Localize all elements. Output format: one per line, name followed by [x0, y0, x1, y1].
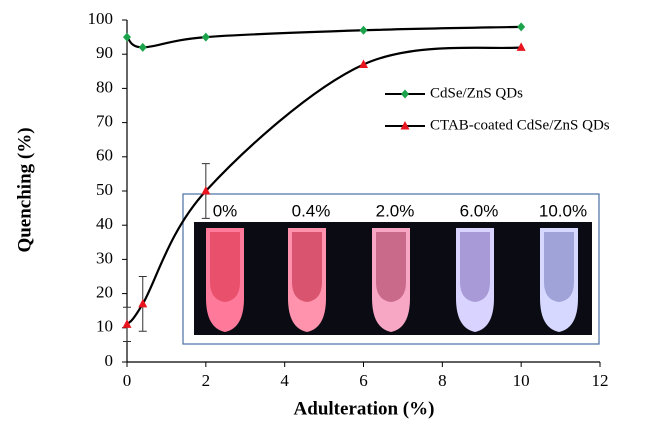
- x-axis-label: Adulteration (%): [294, 398, 435, 419]
- inset-label: 2.0%: [376, 201, 415, 220]
- marker: [201, 186, 211, 195]
- y-tick-label: 90: [96, 43, 113, 62]
- y-tick-label: 0: [105, 351, 114, 370]
- y-tick-label: 100: [88, 9, 114, 28]
- marker: [359, 59, 368, 68]
- marker: [138, 42, 147, 52]
- series-line: [126, 25, 522, 49]
- y-tick-label: 80: [96, 77, 113, 96]
- legend-label: CdSe/ZnS QDs: [430, 85, 523, 101]
- marker: [138, 298, 148, 308]
- y-tick-label: 10: [96, 317, 113, 336]
- x-tick-label: 4: [280, 371, 289, 390]
- marker: [359, 25, 368, 35]
- y-axis-label: Quenching (%): [14, 127, 35, 252]
- marker: [517, 22, 526, 32]
- legend-label: CTAB-coated CdSe/ZnS QDs: [430, 117, 610, 133]
- y-tick-label: 70: [96, 112, 113, 131]
- marker: [123, 32, 131, 42]
- marker: [122, 319, 132, 328]
- x-tick-label: 6: [359, 371, 368, 390]
- legend-marker: [400, 121, 410, 130]
- y-tick-label: 60: [96, 146, 113, 165]
- marker: [201, 32, 210, 42]
- y-tick-label: 20: [96, 283, 113, 302]
- inset-label: 0%: [213, 201, 238, 220]
- x-tick-label: 12: [592, 371, 609, 390]
- legend-marker: [401, 89, 409, 99]
- x-tick-label: 2: [202, 371, 211, 390]
- inset-photo: [182, 193, 600, 345]
- y-tick-label: 50: [96, 180, 113, 199]
- x-tick-label: 10: [513, 371, 530, 390]
- x-tick-label: 8: [438, 371, 447, 390]
- inset-label: 10.0%: [539, 201, 587, 220]
- y-tick-label: 40: [96, 214, 113, 233]
- y-tick-label: 30: [96, 248, 113, 267]
- inset-label: 0.4%: [292, 201, 331, 220]
- inset-label: 6.0%: [460, 201, 499, 220]
- marker: [516, 42, 526, 51]
- x-tick-label: 0: [123, 371, 132, 390]
